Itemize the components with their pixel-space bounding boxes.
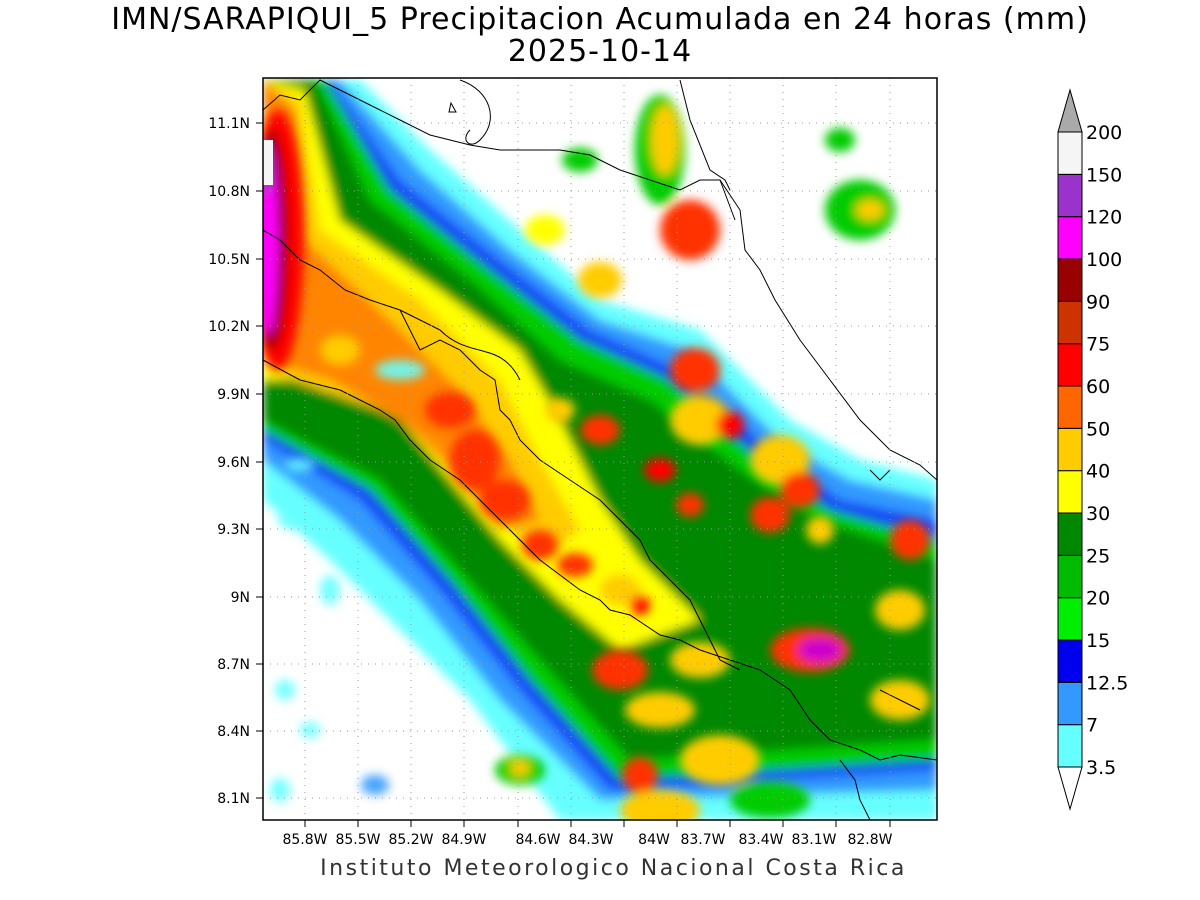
lon-label: 82.8W [847,832,892,848]
lon-label: 83.4W [738,832,783,848]
colorbar-swatch [1057,681,1083,726]
colorbar-swatch [1057,724,1083,768]
colorbar-level-label: 75 [1086,334,1110,356]
lon-label: 83.1W [791,832,836,848]
lat-label: 9.6N [217,455,250,471]
colorbar-swatch [1057,300,1083,345]
colorbar-swatch [1057,554,1083,599]
lat-label: 8.7N [217,657,250,673]
colorbar-swatch [1057,385,1083,429]
lon-label: 85.5W [335,832,380,848]
coastline [263,79,937,820]
colorbar-swatch [1057,470,1083,514]
colorbar-level-label: 20 [1086,588,1110,610]
lon-label: 84.3W [568,832,613,848]
precipitation-field [263,78,937,820]
colorbar-level-label: 7 [1086,715,1098,737]
colorbar-legend: 3.5 7 12.5 15 20 25 30 40 50 60 75 90 100 120 150 200 [1057,88,1128,811]
colorbar-level-label: 50 [1086,418,1110,440]
lat-label: 10.2N [208,319,250,335]
graticule [263,78,937,820]
lon-label: 83.7W [680,832,725,848]
colorbar-swatch [1057,639,1083,683]
colorbar-level-label: 3.5 [1086,757,1116,779]
footer-credit: Instituto Meteorologico Nacional Costa R… [320,856,907,881]
colorbar-swatch [1057,258,1083,302]
lon-label: 85.2W [388,832,433,848]
lat-label: 9.9N [217,387,250,403]
lat-label: 9N [231,590,250,606]
colorbar-swatch [1057,343,1083,387]
colorbar-level-label: 30 [1086,503,1110,525]
colorbar-under-triangle [1057,766,1083,811]
colorbar-level-label: 12.5 [1086,672,1128,694]
map-title: IMN/SARAPIQUI_5 Precipitacion Acumulada … [111,2,1089,37]
colorbar-level-label: 150 [1086,164,1122,186]
lat-label: 11.1N [208,116,250,132]
colorbar-level-label: 100 [1086,249,1122,271]
colorbar-swatch [1057,131,1083,175]
lon-label: 84.6W [515,832,560,848]
lon-label: 84W [638,832,670,848]
lat-label: 8.4N [217,724,250,740]
colorbar-level-label: 40 [1086,461,1110,483]
colorbar-level-label: 60 [1086,376,1110,398]
colorbar-level-label: 200 [1086,122,1122,144]
colorbar-level-label: 120 [1086,207,1122,229]
map-date: 2025-10-14 [507,34,693,69]
colorbar-swatch [1057,427,1083,472]
map-frame [262,77,938,821]
lon-label: 84.9W [441,832,486,848]
colorbar-level-label: 25 [1086,545,1110,567]
colorbar-swatch [1057,216,1083,260]
lat-label: 10.5N [208,252,250,268]
lat-label: 10.8N [208,184,250,200]
lat-label: 9.3N [217,522,250,538]
colorbar-swatch [1057,597,1083,641]
lon-label: 85.8W [282,832,327,848]
colorbar-level-label: 90 [1086,291,1110,313]
colorbar-swatch [1057,173,1083,218]
colorbar-over-triangle [1057,88,1083,133]
lat-label: 8.1N [217,791,250,807]
colorbar-level-label: 15 [1086,630,1110,652]
colorbar-swatch [1057,512,1083,556]
